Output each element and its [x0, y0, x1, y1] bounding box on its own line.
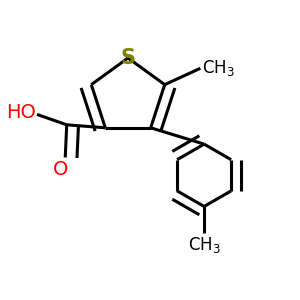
- Text: HO: HO: [6, 103, 36, 122]
- Text: S: S: [121, 48, 136, 68]
- Text: CH$_3$: CH$_3$: [202, 58, 235, 78]
- Text: CH$_3$: CH$_3$: [188, 235, 220, 255]
- Text: O: O: [53, 160, 68, 179]
